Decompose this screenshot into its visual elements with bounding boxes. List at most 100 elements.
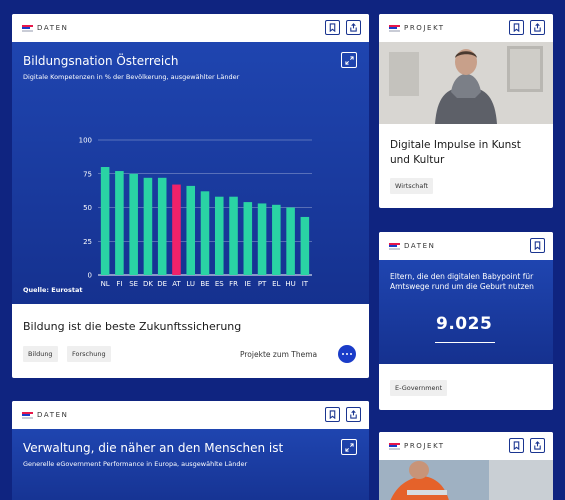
stat-value: 9.025	[436, 314, 493, 334]
brand-text: DATEN	[37, 24, 69, 32]
x-tick-label: BE	[200, 280, 209, 288]
x-tick-label: IT	[302, 280, 309, 288]
bar-dk	[143, 177, 153, 275]
dot-icon	[346, 353, 348, 355]
bar-chart: 0 25 50 75 100 NL FI SE DK DE AT LU BE ES FR IE PT EL HU I…	[79, 137, 312, 288]
x-tick-label: DK	[143, 280, 153, 288]
bar-pt	[257, 203, 267, 275]
card-header: DATEN	[12, 14, 369, 42]
x-tick-label: DE	[157, 280, 167, 288]
chart-title: Bildungsnation Österreich	[23, 54, 179, 68]
data-card-bildungsnation: DATEN Bildungsnation Österreich Digitale…	[12, 14, 369, 378]
bookmark-button[interactable]	[509, 20, 524, 35]
brand-label: DATEN	[22, 24, 68, 32]
dot-icon	[350, 353, 352, 355]
brand-label: PROJEKT	[389, 442, 445, 450]
bookmark-button[interactable]	[530, 238, 545, 253]
bar-nl	[100, 167, 110, 275]
y-tick-label: 50	[83, 204, 92, 212]
brand-label: PROJEKT	[389, 24, 445, 32]
bookmark-icon	[329, 23, 336, 32]
brand-label: DATEN	[22, 411, 68, 419]
chart-subtitle: Generelle eGovernment Performance in Eur…	[23, 460, 248, 468]
share-icon	[534, 23, 541, 32]
worker-image	[379, 460, 553, 500]
person-in-gallery-image	[379, 42, 553, 124]
x-tick-label: ES	[215, 280, 224, 288]
bar-el	[272, 204, 281, 275]
x-tick-label: EL	[272, 280, 280, 288]
card-footer-title[interactable]: Bildung ist die beste Zukunftssicherung	[23, 320, 242, 333]
brand-text: DATEN	[404, 242, 436, 250]
share-button[interactable]	[346, 407, 361, 422]
bookmark-button[interactable]	[325, 407, 340, 422]
chart-panel: Verwaltung, die näher an den Menschen is…	[12, 429, 369, 500]
share-button[interactable]	[346, 20, 361, 35]
chart-subtitle: Digitale Kompetenzen in % der Bevölkerun…	[23, 73, 240, 81]
chart-title: Verwaltung, die näher an den Menschen is…	[23, 441, 284, 455]
expand-button[interactable]	[341, 52, 357, 68]
x-tick-label: PT	[258, 280, 267, 288]
brand-flag-icon	[22, 24, 33, 32]
bar-de	[157, 177, 167, 275]
share-icon	[350, 410, 357, 419]
tag-forschung[interactable]: Forschung	[67, 346, 111, 362]
dot-icon	[342, 353, 344, 355]
project-card-kunst-kultur[interactable]: PROJEKT Digitale Impulse in Kunst und Ku…	[379, 14, 553, 208]
x-tick-label: NL	[101, 280, 110, 288]
y-tick-label: 100	[79, 137, 92, 145]
x-tick-label: FR	[229, 280, 238, 288]
brand-text: PROJEKT	[404, 442, 445, 450]
x-tick-label: SE	[129, 280, 138, 288]
x-tick-label: LU	[186, 280, 195, 288]
stat-panel: Eltern, die den digitalen Babypoint für …	[379, 260, 553, 364]
stat-description: Eltern, die den digitalen Babypoint für …	[390, 272, 534, 291]
bookmark-icon	[329, 410, 336, 419]
chart-panel: Bildungsnation Österreich Digitale Kompe…	[12, 42, 369, 304]
x-tick-label: FI	[116, 280, 122, 288]
bookmark-icon	[534, 241, 541, 250]
projects-link[interactable]: Projekte zum Thema	[240, 350, 318, 359]
data-card-babypoint: DATEN Eltern, die den digitalen Babypoin…	[379, 232, 553, 410]
bar-at	[172, 184, 181, 275]
brand-flag-icon	[389, 24, 400, 32]
card-header: DATEN	[12, 401, 369, 429]
bookmark-button[interactable]	[509, 438, 524, 453]
share-icon	[350, 23, 357, 32]
tag-wirtschaft[interactable]: Wirtschaft	[390, 178, 434, 194]
bar-ie	[243, 202, 253, 275]
brand-text: DATEN	[37, 411, 69, 419]
card-header: DATEN	[379, 232, 553, 260]
more-button[interactable]	[338, 345, 356, 363]
share-button[interactable]	[530, 438, 545, 453]
expand-button[interactable]	[341, 439, 357, 455]
expand-icon	[344, 442, 354, 452]
project-photo	[379, 42, 553, 124]
bar-se	[129, 173, 138, 275]
brand-flag-icon	[22, 411, 33, 419]
bar-hu	[286, 207, 295, 275]
bar-fi	[115, 171, 124, 275]
card-header: PROJEKT	[379, 14, 553, 42]
project-card-2[interactable]: PROJEKT	[379, 432, 553, 500]
bar-lu	[186, 185, 196, 275]
brand-flag-icon	[389, 442, 400, 450]
y-tick-label: 75	[83, 170, 92, 178]
share-button[interactable]	[530, 20, 545, 35]
y-tick-label: 0	[88, 272, 92, 280]
project-photo	[379, 460, 553, 500]
bookmark-button[interactable]	[325, 20, 340, 35]
bookmark-icon	[513, 441, 520, 450]
tag-e-government[interactable]: E-Government	[390, 380, 448, 396]
bar-fr	[229, 196, 238, 275]
x-tick-label: AT	[172, 280, 181, 288]
bar-es	[214, 196, 224, 275]
stat-underline	[435, 342, 495, 344]
bar-be	[200, 191, 210, 275]
card-header: PROJEKT	[379, 432, 553, 460]
project-title[interactable]: Digitale Impulse in Kunst und Kultur	[390, 139, 521, 166]
share-icon	[534, 441, 541, 450]
expand-icon	[344, 55, 354, 65]
data-card-verwaltung: DATEN Verwaltung, die näher an den Mensc…	[12, 401, 369, 500]
tag-bildung[interactable]: Bildung	[23, 346, 58, 362]
